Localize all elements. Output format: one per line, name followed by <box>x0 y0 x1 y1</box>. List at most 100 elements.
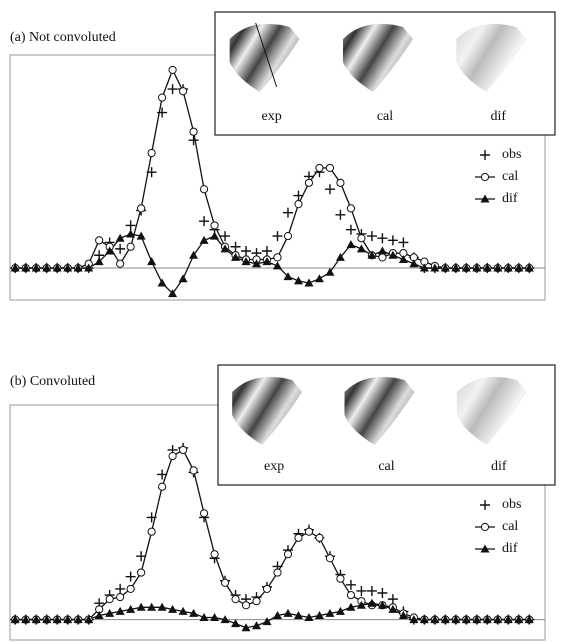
dif-marker <box>378 247 387 255</box>
cal-marker <box>232 596 239 603</box>
obs-marker <box>293 191 303 201</box>
cal-marker <box>274 254 281 261</box>
cal-marker <box>200 510 207 517</box>
dif-marker <box>231 619 240 627</box>
cal-marker <box>326 164 333 171</box>
dif-marker <box>179 274 188 282</box>
cal-marker <box>284 232 291 239</box>
cal-marker <box>148 149 155 156</box>
obs-marker <box>367 586 377 596</box>
legend-label: obs <box>502 497 521 512</box>
cal-marker <box>337 179 344 186</box>
dif-marker <box>315 274 324 282</box>
cal-marker <box>169 452 176 459</box>
obs-marker <box>388 235 398 245</box>
legend-label: cal <box>502 519 518 534</box>
cal-marker <box>305 528 312 535</box>
legend-label: obs <box>502 147 521 162</box>
cal-marker <box>211 222 218 229</box>
obs-marker <box>377 233 387 243</box>
cal-marker <box>117 593 124 600</box>
cal-marker <box>347 591 354 598</box>
obs-marker <box>356 586 366 596</box>
dif-marker <box>273 261 282 269</box>
obs-marker <box>367 231 377 241</box>
obs-marker <box>231 242 241 252</box>
obs-marker <box>283 208 293 218</box>
obs-marker <box>388 594 398 604</box>
dif-marker <box>116 234 125 242</box>
cal-marker <box>190 128 197 135</box>
obs-marker <box>126 220 136 230</box>
panel-title: (a) Not convoluted <box>10 30 116 45</box>
legend-label: dif <box>502 191 518 206</box>
dif-marker <box>189 251 198 259</box>
cal-marker <box>379 254 386 261</box>
obs-marker <box>346 580 356 590</box>
obs-marker <box>199 216 209 226</box>
obs-marker <box>126 572 136 582</box>
cal-marker <box>316 164 323 171</box>
obs-marker <box>241 246 251 256</box>
cal-marker <box>127 585 134 592</box>
obs-marker <box>377 588 387 598</box>
dif-marker <box>147 257 156 265</box>
cal-marker <box>127 243 134 250</box>
inset-label: exp <box>262 109 282 124</box>
obs-marker <box>325 184 335 194</box>
cal-marker <box>274 569 281 576</box>
cal-marker <box>96 237 103 244</box>
figure: (a) Not convoluted exp cal dif obs cal dif (b) … <box>0 0 562 642</box>
legend-marker <box>481 173 488 180</box>
obs-marker <box>168 84 178 94</box>
cal-marker <box>169 66 176 73</box>
cal-marker <box>159 94 166 101</box>
legend-marker <box>481 523 488 530</box>
inset-label: cal <box>377 109 393 124</box>
dif-marker <box>336 607 345 615</box>
dif-marker <box>294 276 303 284</box>
obs-marker <box>189 135 199 145</box>
cal-marker <box>284 551 291 558</box>
cal-marker <box>117 260 124 267</box>
dif-marker <box>399 255 408 263</box>
dif-marker <box>283 609 292 617</box>
legend-marker <box>480 500 490 510</box>
cal-marker <box>106 596 113 603</box>
cal-marker <box>305 179 312 186</box>
dif-marker <box>346 240 355 248</box>
cal-marker <box>159 483 166 490</box>
cal-marker <box>326 555 333 562</box>
obs-marker <box>346 225 356 235</box>
cal-marker <box>253 598 260 605</box>
dif-marker <box>357 244 366 252</box>
cal-marker <box>138 205 145 212</box>
legend-label: dif <box>502 541 518 556</box>
cal-marker <box>179 446 186 453</box>
dif-marker <box>263 617 272 625</box>
cal-marker <box>295 201 302 208</box>
panel-title: (b) Convoluted <box>10 374 95 389</box>
inset-label: dif <box>491 459 507 474</box>
obs-marker <box>335 210 345 220</box>
cal-marker <box>295 534 302 541</box>
inset-label: dif <box>491 109 507 124</box>
cal-marker <box>263 585 270 592</box>
dif-marker <box>252 621 261 629</box>
cal-marker <box>179 88 186 95</box>
obs-marker <box>115 584 125 594</box>
cal-marker <box>221 579 228 586</box>
cal-marker <box>200 186 207 193</box>
obs-marker <box>273 231 283 241</box>
cal-marker <box>358 235 365 242</box>
dif-marker <box>200 236 209 244</box>
legend-label: cal <box>502 169 518 184</box>
obs-marker <box>262 246 272 256</box>
cal-marker <box>347 205 354 212</box>
obs-marker <box>398 237 408 247</box>
legend-marker <box>480 150 490 160</box>
cal-marker <box>138 569 145 576</box>
inset-label: cal <box>378 459 394 474</box>
dif-marker <box>325 268 334 276</box>
cal-marker <box>148 528 155 535</box>
